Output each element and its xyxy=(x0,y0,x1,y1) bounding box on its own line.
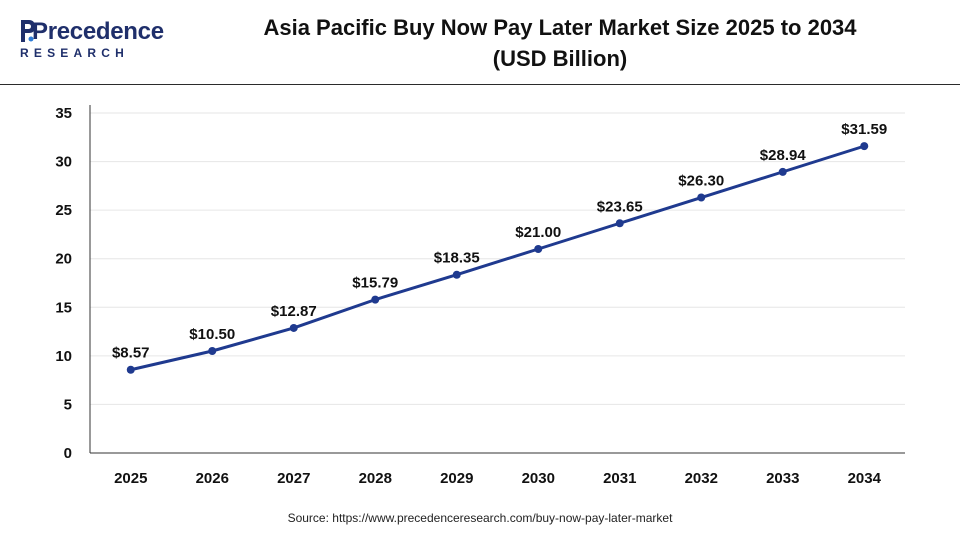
x-tick-label: 2025 xyxy=(114,470,147,487)
series-line xyxy=(130,144,865,372)
data-point xyxy=(534,245,543,253)
y-tick-label: 25 xyxy=(55,202,72,219)
chart-area: 0 5 10 15 20 25 30 35 2025 2026 2027 2028 2029 2030 20… xyxy=(0,85,960,540)
data-point xyxy=(371,295,380,304)
x-tick-label: 2034 xyxy=(848,470,882,487)
data-label: $10.50 xyxy=(189,326,235,343)
data-label: $23.65 xyxy=(597,198,643,215)
source-note: Source: https://www.precedenceresearch.c… xyxy=(287,511,673,525)
header-divider xyxy=(0,84,960,85)
data-label: $21.00 xyxy=(515,224,561,241)
data-point xyxy=(126,365,135,374)
data-point xyxy=(697,193,706,202)
logo-mark-icon xyxy=(21,20,35,42)
x-tick-label: 2028 xyxy=(359,470,392,487)
company-logo: Precedence RESEARCH xyxy=(18,16,168,66)
x-tick-label: 2027 xyxy=(277,470,310,487)
data-point xyxy=(452,270,461,279)
chart-title-line-2: (USD Billion) xyxy=(492,46,628,71)
data-point xyxy=(615,219,624,228)
logo-wordmark: Precedence xyxy=(32,18,164,45)
x-tick-label: 2026 xyxy=(196,470,229,487)
x-tick-label: 2029 xyxy=(440,470,473,487)
y-tick-label: 35 xyxy=(55,105,72,122)
y-tick-label: 20 xyxy=(55,251,72,268)
x-tick-label: 2030 xyxy=(522,470,555,487)
data-label: $31.59 xyxy=(841,121,887,138)
x-tick-label: 2031 xyxy=(603,470,636,487)
y-tick-label: 5 xyxy=(64,396,72,413)
data-point xyxy=(778,167,787,176)
data-label: $12.87 xyxy=(271,303,317,320)
data-point xyxy=(289,323,298,332)
data-label: $28.94 xyxy=(760,147,807,164)
data-label: $18.35 xyxy=(434,250,480,267)
chart-header: Precedence RESEARCH Asia Pacific Buy Now… xyxy=(0,0,960,84)
logo-subtitle: RESEARCH xyxy=(20,46,129,60)
x-tick-label: 2032 xyxy=(685,470,718,487)
data-point xyxy=(208,347,217,355)
chart-title: Asia Pacific Buy Now Pay Later Market Si… xyxy=(210,12,910,74)
data-label: $15.79 xyxy=(352,275,398,292)
y-tick-label: 15 xyxy=(55,299,72,316)
y-tick-label: 0 xyxy=(64,445,72,462)
chart-title-line-1: Asia Pacific Buy Now Pay Later Market Si… xyxy=(263,15,857,40)
x-tick-label: 2033 xyxy=(766,470,799,487)
y-tick-label: 10 xyxy=(55,348,72,365)
data-point xyxy=(860,142,869,151)
data-label: $26.30 xyxy=(678,173,724,190)
y-tick-label: 30 xyxy=(55,154,72,171)
data-label: $8.57 xyxy=(112,345,150,362)
